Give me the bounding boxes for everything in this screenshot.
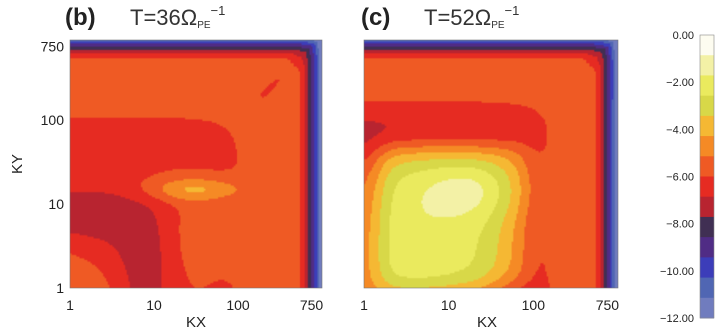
panel-b-xlabel: KX xyxy=(186,314,206,330)
x-tick-label: 10 xyxy=(146,297,162,313)
colorbar-segment xyxy=(700,196,714,218)
plot-frame xyxy=(363,39,619,289)
panel-c-label: (c) xyxy=(361,4,390,31)
colorbar-segment xyxy=(700,75,714,97)
colorbar-segment xyxy=(700,257,714,279)
colorbar-segment xyxy=(700,176,714,198)
panel-c: (c) T=52ΩPE−1 1 10 100 750 KX xyxy=(360,3,619,330)
colorbar-segment xyxy=(700,115,714,137)
panel-b-title-sub: PE xyxy=(197,20,211,31)
colorbar-tick-label: −10.00 xyxy=(660,266,694,278)
panel-b-label: (b) xyxy=(65,4,96,31)
colorbar-tick-label: −8.00 xyxy=(666,219,694,231)
panel-b: (b) T=36ΩPE−1 1 10 100 750 1 10 100 750 KX KY xyxy=(9,3,323,330)
panel-b-ylabel: KY xyxy=(9,154,26,174)
heatmap-image xyxy=(70,40,322,288)
colorbar-segment xyxy=(700,55,714,76)
panel-b-plot-area xyxy=(69,39,323,289)
colorbar-segment xyxy=(700,297,714,319)
colorbar-segment xyxy=(700,216,714,238)
y-tick-label: 10 xyxy=(48,196,64,212)
colorbar xyxy=(699,34,715,319)
x-tick-label: 100 xyxy=(226,297,250,313)
x-tick-label: 750 xyxy=(300,297,324,313)
colorbar-tick-label: 0.00 xyxy=(673,30,694,42)
x-tick-label: 100 xyxy=(522,297,546,313)
panel-c-x-ticks: 1 10 100 750 xyxy=(360,297,619,313)
panel-c-title-sub: PE xyxy=(491,20,505,31)
panel-b-title-sup: −1 xyxy=(211,3,226,18)
panel-c-title-sup: −1 xyxy=(505,3,520,18)
colorbar-tick-label: −4.00 xyxy=(666,124,694,136)
panel-b-y-ticks: 1 10 100 750 xyxy=(41,39,65,296)
colorbar-tick-label: −6.00 xyxy=(666,172,694,184)
colorbar-segment xyxy=(700,35,714,56)
panel-c-xlabel: KX xyxy=(477,314,497,330)
panel-c-title: T=52ΩPE−1 xyxy=(424,3,519,31)
colorbar-segment xyxy=(700,237,714,258)
colorbar-tick-label: −12.00 xyxy=(660,313,694,325)
panel-b-title: T=36ΩPE−1 xyxy=(130,3,225,31)
panel-c-plot-area xyxy=(363,39,619,289)
x-tick-label: 750 xyxy=(596,297,620,313)
x-tick-label: 1 xyxy=(66,297,74,313)
panel-b-title-main: T=36Ω xyxy=(130,5,197,30)
x-tick-label: 1 xyxy=(360,297,368,313)
y-tick-label: 1 xyxy=(56,280,64,296)
panel-b-x-ticks: 1 10 100 750 xyxy=(66,297,323,313)
y-tick-label: 750 xyxy=(41,39,65,55)
colorbar-segment xyxy=(700,277,714,299)
panel-c-title-main: T=52Ω xyxy=(424,5,491,30)
colorbar-segment xyxy=(700,136,714,157)
plot-frame xyxy=(69,39,323,289)
colorbar-tick-labels: 0.00 −2.00 −4.00 −6.00 −8.00 −10.00 −12.00 xyxy=(660,30,694,325)
heatmap-image xyxy=(364,40,618,288)
colorbar-tick-label: −2.00 xyxy=(666,77,694,89)
colorbar-segment xyxy=(700,95,714,117)
colorbar-frame xyxy=(699,34,715,319)
y-tick-label: 100 xyxy=(41,112,65,128)
colorbar-segment xyxy=(700,156,714,177)
x-tick-label: 10 xyxy=(441,297,457,313)
